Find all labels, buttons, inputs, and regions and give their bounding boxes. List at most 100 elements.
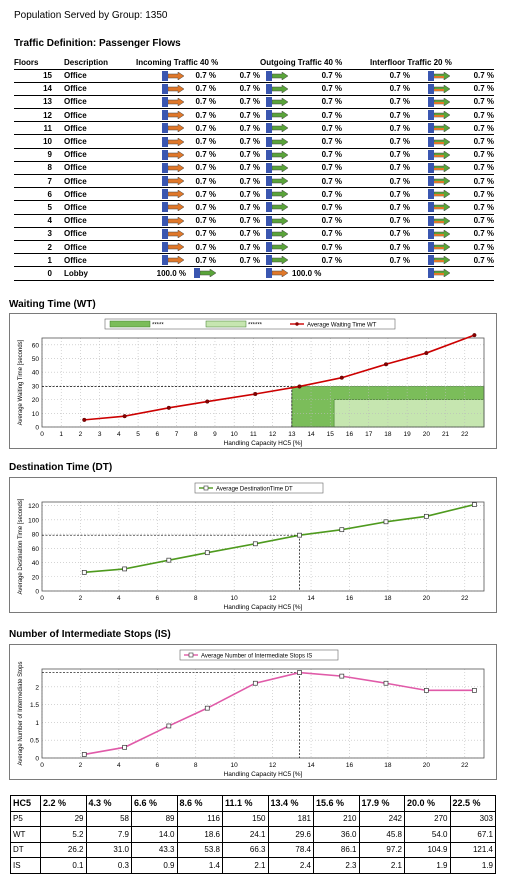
outgoing-value-2: 0.7 % [288, 69, 343, 83]
floor-number: 2 [14, 240, 64, 255]
outgoing-arrow [260, 240, 289, 255]
summary-row: DT 26.2 31.0 43.3 53.8 66.3 78.4 86.1 97.2 104.9 1… [10, 841, 496, 858]
summary-row-label: P5 [10, 810, 41, 827]
lobby-incoming-value: 100.0 % [124, 266, 186, 281]
floor-description: Office [64, 161, 124, 176]
outgoing-value: 0.7 % [216, 214, 261, 228]
summary-cell: 2.2 % [40, 795, 87, 812]
summary-cell: 14.0 [131, 826, 178, 843]
flow-arrow-icon [162, 149, 184, 160]
interfloor-arrow [410, 134, 451, 149]
summary-cell: 15.6 % [313, 795, 360, 812]
wt-chart-title: Waiting Time (WT) [9, 299, 96, 310]
incoming-arrow [124, 187, 186, 202]
data-point [122, 566, 127, 572]
floor-number: 6 [14, 187, 64, 202]
flow-arrow-icon [194, 268, 216, 279]
traffic-row: 6 Office 0.7 % 0.7 % 0.7 % 0.7 % 0.7 % [14, 187, 495, 202]
summary-cell: 29 [40, 810, 87, 827]
outgoing-arrow [260, 134, 289, 149]
data-point [166, 723, 172, 729]
summary-cell: 2.3 [313, 857, 360, 874]
outgoing-arrow [260, 161, 289, 176]
x-tick-label: 4 [117, 595, 121, 602]
flow-arrow-icon [266, 110, 289, 121]
flow-arrow-icon [428, 228, 451, 239]
outgoing-value: 0.7 % [216, 95, 261, 110]
flow-arrow-icon [266, 136, 289, 147]
traffic-row: 7 Office 0.7 % 0.7 % 0.7 % 0.7 % 0.7 % [14, 174, 495, 189]
flow-arrow-icon [266, 228, 289, 239]
summary-cell: 17.9 % [358, 795, 405, 812]
wt-chart: 0 1 2 3 4 5 6 7 8 9 10 11 12 13 14 15 16 17 18 19 20 21 220102… [18, 318, 485, 447]
interfloor-value-2: 0.7 % [450, 174, 495, 189]
traffic-row: 12 Office 0.7 % 0.7 % 0.7 % 0.7 % 0.7 % [14, 108, 495, 123]
summary-row-label: HC5 [10, 795, 41, 812]
x-tick-label: 5 [136, 431, 140, 438]
x-tick-label: 18 [384, 595, 392, 602]
flow-arrow-icon [162, 70, 184, 81]
legend-marker [295, 322, 299, 326]
outgoing-value: 0.7 % [216, 148, 261, 162]
interfloor-value: 0.7 % [370, 253, 411, 268]
summary-cell: 36.0 [313, 826, 360, 843]
traffic-row: 13 Office 0.7 % 0.7 % 0.7 % 0.7 % 0.7 % [14, 95, 495, 110]
data-point [339, 375, 344, 380]
interfloor-value: 0.7 % [370, 148, 411, 162]
data-point [339, 527, 345, 533]
outgoing-arrow [260, 69, 289, 83]
incoming-arrow [124, 174, 186, 189]
outgoing-value-2: 0.7 % [288, 200, 343, 215]
summary-cell: 54.0 [404, 826, 451, 843]
summary-cell: 242 [358, 810, 405, 827]
floor-number: 10 [14, 134, 64, 149]
data-point [423, 688, 429, 693]
x-tick-label: 15 [327, 431, 335, 438]
plot-area [41, 501, 485, 592]
legend-marker [203, 485, 209, 491]
flow-arrow-icon [162, 202, 184, 213]
outgoing-arrow [260, 148, 289, 162]
y-tick-label: 1 [35, 720, 39, 727]
y-tick-label: 0 [35, 425, 39, 432]
flow-arrow-icon [428, 189, 451, 200]
lobby-outgoing-arrow [260, 266, 289, 281]
summary-cell: 1.9 [404, 857, 451, 874]
series-line [84, 334, 475, 421]
y-tick-label: 20 [32, 397, 40, 404]
flow-arrow-icon [428, 176, 451, 187]
incoming-value: 0.7 % [186, 214, 216, 228]
summary-cell: 181 [267, 810, 314, 827]
x-tick-label: 17 [365, 431, 373, 438]
flow-arrow-icon [162, 228, 184, 239]
outgoing-value: 0.7 % [216, 200, 261, 215]
data-point [166, 557, 172, 563]
interfloor-value-2: 0.7 % [450, 82, 495, 96]
x-tick-label: 6 [155, 431, 159, 438]
legend-marker [188, 652, 194, 658]
summary-cell: 97.2 [358, 841, 405, 858]
traffic-row: 1 Office 0.7 % 0.7 % 0.7 % 0.7 % 0.7 % [14, 253, 495, 268]
x-axis-label: Handling Capacity HC5 [%] [224, 771, 303, 778]
floor-description: Office [64, 69, 124, 83]
interfloor-arrow [410, 161, 451, 176]
floor-number: 3 [14, 227, 64, 241]
floor-number: 8 [14, 161, 64, 176]
y-axis-label: Average Number of Intermediate Stops [18, 662, 24, 766]
flow-arrow-icon [266, 215, 289, 226]
floor-description: Office [64, 148, 124, 162]
interfloor-value: 0.7 % [370, 134, 411, 149]
flow-arrow-icon [428, 123, 451, 134]
outgoing-value-2: 0.7 % [288, 187, 343, 202]
floor-description: Office [64, 227, 124, 241]
summary-row: WT 5.2 7.9 14.0 18.6 24.1 29.6 36.0 45.8 54.0 67.1 [10, 826, 496, 843]
lobby-interfloor-arrow [410, 266, 451, 281]
x-tick-label: 12 [269, 431, 277, 438]
data-point [424, 351, 429, 356]
floor-number: 13 [14, 95, 64, 110]
summary-cell: 150 [222, 810, 269, 827]
summary-cell: 31.0 [85, 841, 132, 858]
floor-description: Office [64, 214, 124, 228]
interfloor-value-2: 0.7 % [450, 253, 495, 268]
summary-cell: 0.9 [131, 857, 178, 874]
